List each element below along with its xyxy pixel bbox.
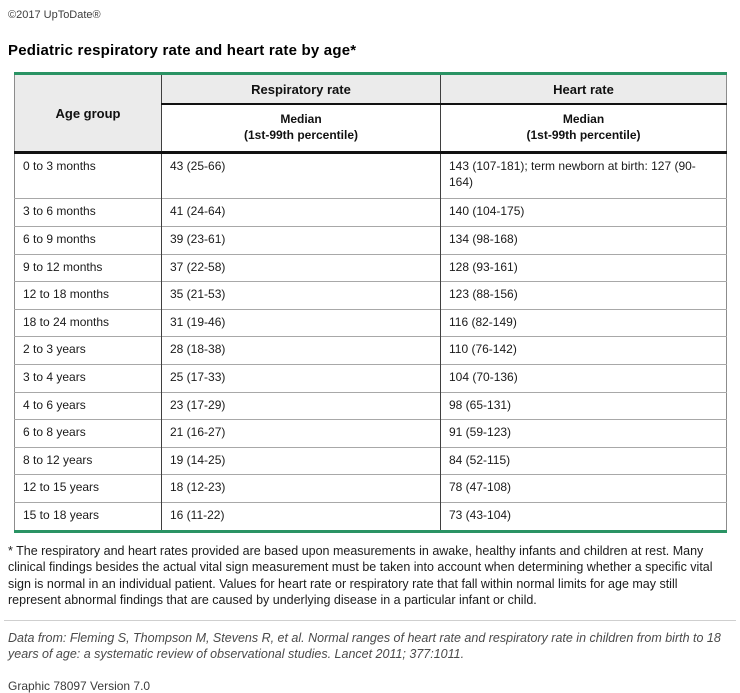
respiratory-rate-cell: 19 (14-25) [161, 446, 441, 475]
respiratory-rate-cell: 31 (19-46) [161, 308, 441, 337]
age-group-cell: 8 to 12 years [14, 446, 162, 475]
respiratory-rate-cell: 41 (24-64) [161, 198, 441, 227]
respiratory-rate-cell: 25 (17-33) [161, 363, 441, 393]
table-row: 15 to 18 years 16 (11-22) 73 (43-104) [14, 501, 727, 530]
respiratory-rate-cell: 23 (17-29) [161, 391, 441, 420]
percentile-label: (1st-99th percentile) [243, 128, 359, 143]
age-group-cell: 2 to 3 years [14, 336, 162, 365]
asterisk-footnote: * The respiratory and heart rates provid… [8, 543, 713, 608]
heart-rate-cell: 104 (70-136) [440, 363, 727, 393]
respiratory-rate-cell: 18 (12-23) [161, 474, 441, 503]
table-row: 3 to 6 months 41 (24-64) 140 (104-175) [14, 198, 727, 227]
heart-rate-cell: 123 (88-156) [440, 281, 727, 310]
section-divider [4, 619, 736, 621]
respiratory-rate-cell: 39 (23-61) [161, 225, 441, 255]
heart-rate-cell: 84 (52-115) [440, 446, 727, 475]
vitals-table: Age group Respiratory rate Heart rate Me… [14, 75, 727, 530]
respiratory-median-header: Median (1st-99th percentile) [161, 104, 441, 155]
age-group-cell: 12 to 18 months [14, 281, 162, 310]
age-group-cell: 15 to 18 years [14, 501, 162, 530]
respiratory-rate-cell: 28 (18-38) [161, 336, 441, 365]
age-group-cell: 18 to 24 months [14, 308, 162, 337]
page-title: Pediatric respiratory rate and heart rat… [8, 42, 357, 59]
age-group-cell: 9 to 12 months [14, 253, 162, 282]
age-group-cell: 6 to 9 months [14, 225, 162, 255]
graphic-version-label: Graphic 78097 Version 7.0 [8, 679, 151, 693]
table-row: 0 to 3 months 43 (25-66) 143 (107-181); … [15, 152, 727, 199]
respiratory-rate-cell: 16 (11-22) [161, 501, 441, 530]
heart-rate-cell: 128 (93-161) [440, 253, 727, 282]
heart-rate-cell: 91 (59-123) [440, 419, 727, 448]
age-group-cell: 0 to 3 months [23, 159, 96, 174]
table-row: 4 to 6 years 23 (17-29) 98 (65-131) [14, 391, 727, 420]
respiratory-rate-cell: 37 (22-58) [161, 253, 441, 282]
vitals-table-frame: Age group Respiratory rate Heart rate Me… [14, 72, 727, 533]
age-group-cell: 3 to 4 years [14, 363, 162, 393]
heart-median-header: Median (1st-99th percentile) [440, 104, 727, 155]
table-row: 2 to 3 years 28 (18-38) 110 (76-142) [14, 336, 727, 365]
percentile-label: (1st-99th percentile) [526, 128, 641, 143]
age-group-cell: 3 to 6 months [14, 198, 162, 227]
table-row: 3 to 4 years 25 (17-33) 104 (70-136) [14, 363, 727, 393]
median-label: Median [562, 112, 605, 126]
copyright-notice: ©2017 UpToDate® [8, 9, 101, 21]
respiratory-rate-cell: 21 (16-27) [161, 419, 441, 448]
heart-rate-cell: 73 (43-104) [440, 501, 727, 530]
table-row: 9 to 12 months 37 (22-58) 128 (93-161) [14, 253, 727, 282]
heart-rate-cell: 78 (47-108) [440, 474, 727, 503]
median-label: Median [280, 112, 322, 126]
heart-rate-cell: 110 (76-142) [440, 336, 727, 365]
table-row: 6 to 8 years 21 (16-27) 91 (59-123) [14, 419, 727, 448]
heart-rate-cell: 143 (107-181); term newborn at birth: 12… [440, 152, 727, 199]
heart-rate-cell: 116 (82-149) [440, 308, 727, 337]
table-row: 12 to 18 months 35 (21-53) 123 (88-156) [14, 281, 727, 310]
age-group-cell: 4 to 6 years [14, 391, 162, 420]
heart-rate-header: Heart rate [440, 75, 727, 105]
heart-rate-cell: 140 (104-175) [440, 198, 727, 227]
respiratory-rate-cell: 35 (21-53) [161, 281, 441, 310]
data-source-citation: Data from: Fleming S, Thompson M, Steven… [8, 630, 721, 662]
heart-rate-cell: 98 (65-131) [440, 391, 727, 420]
table-row: 12 to 15 years 18 (12-23) 78 (47-108) [14, 474, 727, 503]
respiratory-rate-header: Respiratory rate [161, 75, 441, 105]
age-group-cell: 12 to 15 years [14, 474, 162, 503]
age-group-header: Age group [14, 75, 162, 155]
table-row: 18 to 24 months 31 (19-46) 116 (82-149) [14, 308, 727, 337]
table-row: 6 to 9 months 39 (23-61) 134 (98-168) [14, 225, 727, 255]
age-group-cell: 6 to 8 years [14, 419, 162, 448]
heart-rate-cell: 134 (98-168) [440, 225, 727, 255]
respiratory-rate-cell: 43 (25-66) [161, 152, 441, 199]
table-row: 8 to 12 years 19 (14-25) 84 (52-115) [14, 446, 727, 475]
